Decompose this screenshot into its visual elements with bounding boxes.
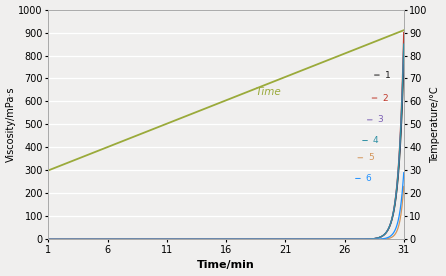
Text: Time: Time — [256, 87, 281, 97]
Text: 5: 5 — [358, 153, 374, 162]
Text: 4: 4 — [363, 136, 379, 145]
Text: 6: 6 — [355, 174, 372, 183]
Text: 3: 3 — [368, 115, 384, 124]
X-axis label: Time/min: Time/min — [197, 261, 255, 270]
Text: 1: 1 — [375, 71, 391, 79]
Y-axis label: Temperature/°C: Temperature/°C — [430, 86, 441, 163]
Y-axis label: Viscosity/mPa·s: Viscosity/mPa·s — [5, 87, 16, 162]
Text: 2: 2 — [372, 94, 388, 102]
